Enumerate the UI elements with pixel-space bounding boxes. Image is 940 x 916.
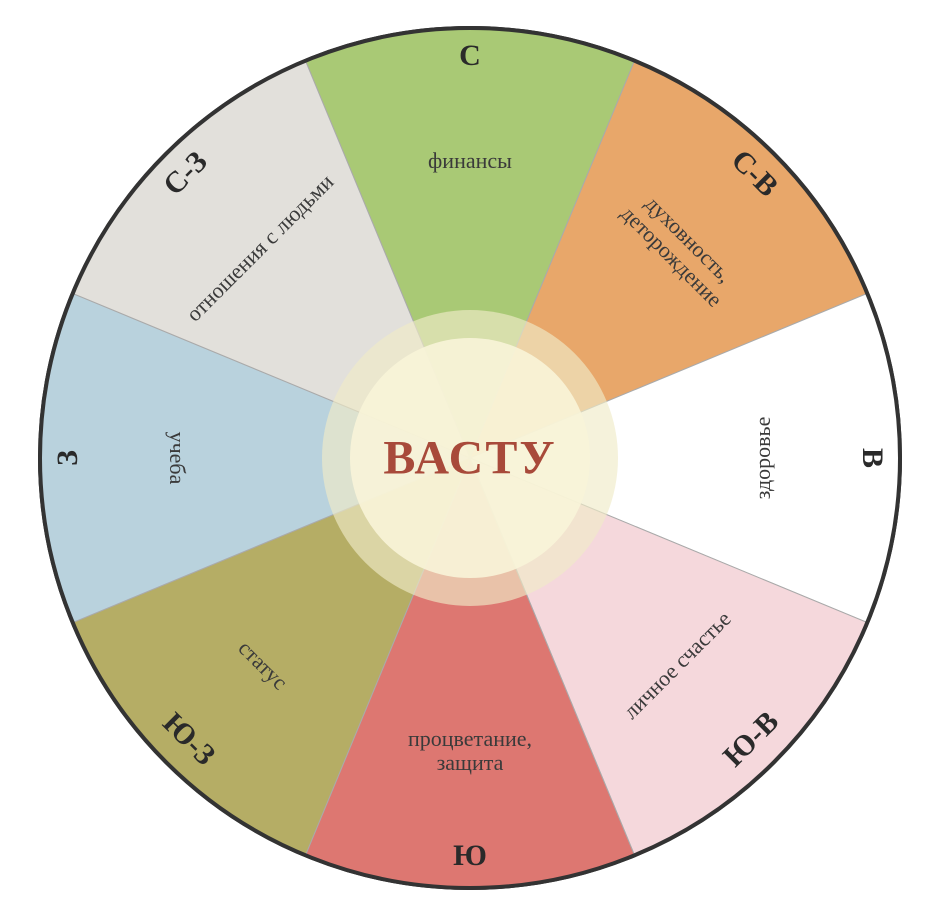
description-label: учеба [165,432,190,485]
description-label: здоровье [750,417,775,500]
direction-label: З [51,450,84,466]
center-title: ВАСТУ [383,431,556,486]
description-label: финансы [428,148,512,173]
direction-label: В [856,448,889,468]
direction-label: С [459,39,481,72]
direction-label: Ю [453,839,487,872]
vastu-wheel-chart: СфинансыС-Вдуховность,деторождениеВздоро… [20,8,920,908]
